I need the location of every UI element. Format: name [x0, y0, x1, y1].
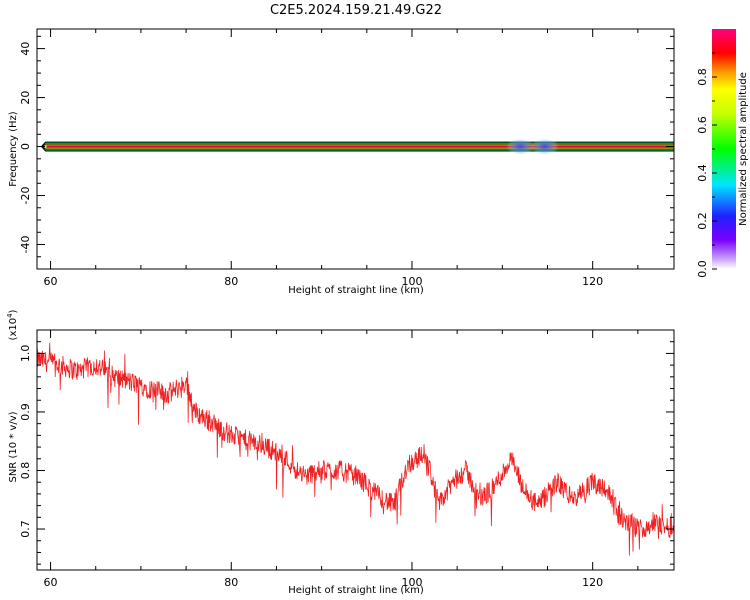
y-tick-label: 20 — [19, 91, 32, 105]
spectrogram-ticks: 60 80 100 120 -40 -20 0 20 40 — [19, 29, 674, 288]
y-tick-label: 40 — [19, 42, 32, 56]
snr-ticks: 60 80 100 120 0.7 0.8 0.9 1.0 — [19, 329, 674, 589]
colorbar-tick-label: 0.8 — [696, 68, 709, 86]
snr-frame — [36, 329, 675, 571]
y-tick-label: 0 — [19, 143, 32, 150]
spectrogram-y-label: Frequency (Hz) — [8, 111, 19, 187]
spectral-blob-1 — [530, 137, 559, 156]
x-tick-label: 100 — [401, 576, 422, 589]
colorbar-tick-label: 0.6 — [696, 116, 709, 134]
band-core — [46, 145, 675, 148]
x-tick-label: 100 — [401, 275, 422, 288]
spectrogram-marks — [40, 137, 675, 156]
y-tick-label: 0.8 — [19, 462, 32, 480]
snr-panel: 60 80 100 120 0.7 0.8 0.9 1.0 Height of straigh… — [6, 309, 675, 596]
x-tick-label: 80 — [224, 275, 238, 288]
snr-marks — [36, 342, 675, 556]
colorbar: 0.0 0.2 0.4 0.6 0.8 Normalized spectral ampl… — [696, 29, 749, 278]
spectrogram-frame — [36, 28, 675, 270]
colorbar-bar — [712, 29, 736, 269]
colorbar-label: Normalized spectral amplitude — [738, 72, 749, 226]
y-tick-label: 1.0 — [19, 345, 32, 363]
colorbar-tick-label: 0.2 — [696, 212, 709, 230]
x-tick-label: 60 — [44, 275, 58, 288]
snr-series-line — [36, 342, 675, 556]
spectral-blob-0 — [506, 137, 535, 156]
x-tick-label: 120 — [582, 576, 603, 589]
snr-multiplier-label: (x104) — [6, 309, 19, 340]
colorbar-tick-label: 0.0 — [696, 260, 709, 278]
y-tick-label: -20 — [19, 187, 32, 205]
snr-y-label: SNR (10 * v/v) — [8, 411, 19, 482]
y-tick-label: 0.9 — [19, 403, 32, 421]
spectrogram-panel: 60 80 100 120 -40 -20 0 20 40 Height of straight… — [8, 28, 675, 296]
colorbar-ticks: 0.0 0.2 0.4 0.6 0.8 — [696, 52, 717, 278]
chart-title: C2E5.2024.159.21.49.G22 — [270, 3, 442, 18]
spectrogram-x-label: Height of straight line (km) — [288, 285, 424, 296]
y-tick-label: -40 — [19, 236, 32, 254]
colorbar-tick-label: 0.4 — [696, 164, 709, 182]
x-tick-label: 60 — [44, 576, 58, 589]
snr-x-label: Height of straight line (km) — [288, 585, 424, 596]
x-tick-label: 120 — [582, 275, 603, 288]
x-tick-label: 80 — [224, 576, 238, 589]
y-tick-label: 0.7 — [19, 520, 32, 538]
